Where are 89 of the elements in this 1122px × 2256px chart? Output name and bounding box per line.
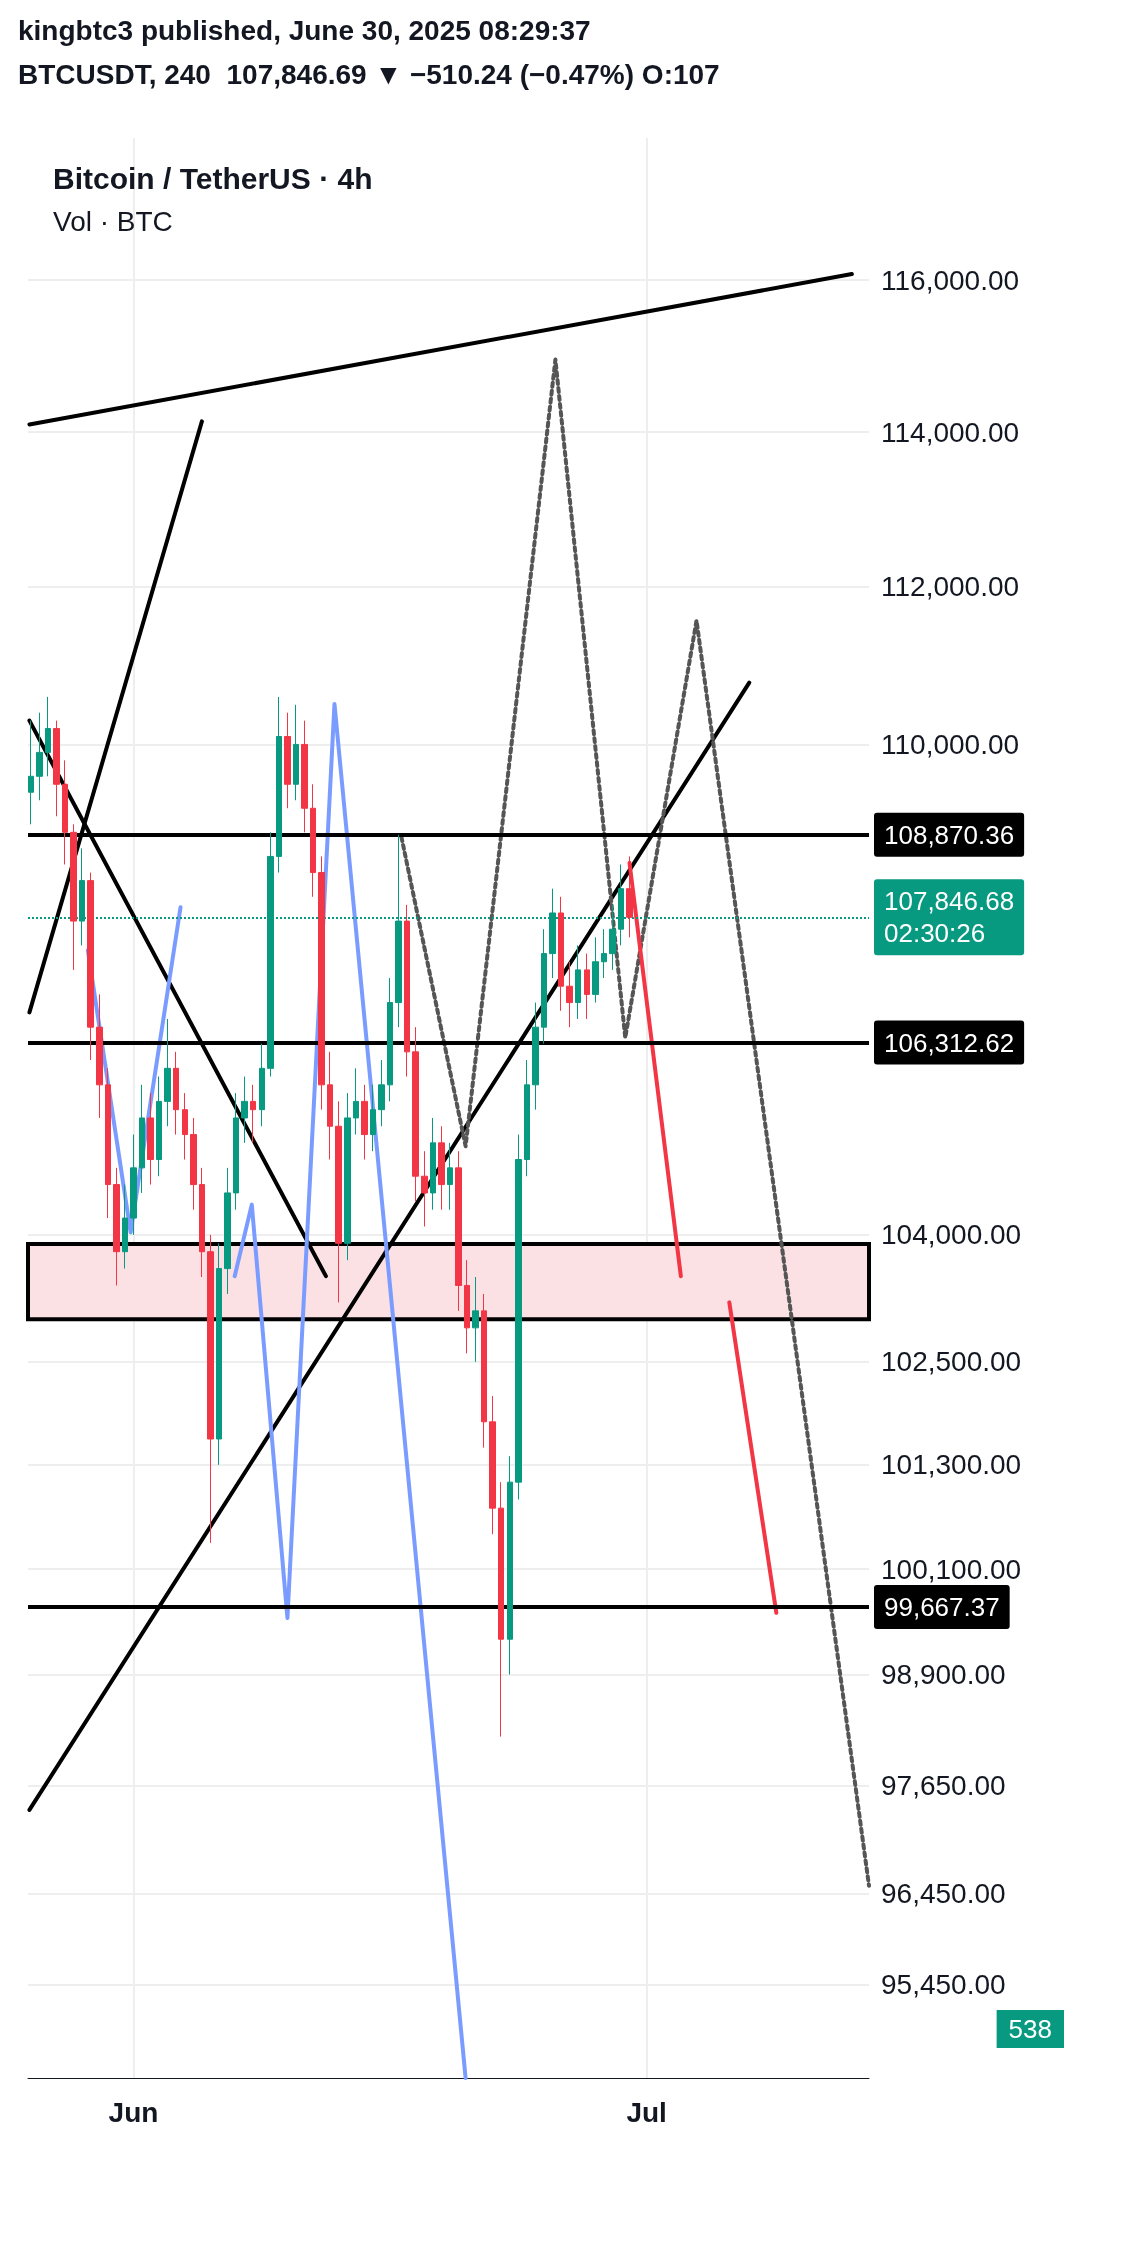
- candlestick: [190, 1117, 197, 1211]
- candlestick: [139, 1084, 145, 1194]
- candlestick: [36, 712, 43, 801]
- text: kingbtc3 published, June 30, 2025 08:29:37: [18, 14, 591, 46]
- candlestick: [507, 1455, 513, 1676]
- candlestick: [438, 1125, 445, 1211]
- candlestick: [489, 1395, 496, 1535]
- candlestick: [532, 1002, 539, 1111]
- candlestick: [241, 1076, 248, 1144]
- y-tick-label: 110,000.00: [881, 728, 1020, 760]
- candlestick: [293, 704, 299, 801]
- candlestick: [447, 1142, 453, 1211]
- x-tick-label: Jul: [626, 2096, 667, 2128]
- candlestick: [378, 1059, 385, 1127]
- y-tick-label: 102,500.00: [881, 1346, 1022, 1378]
- candlestick: [430, 1117, 436, 1211]
- candlestick: [524, 1059, 530, 1177]
- candlestick: [284, 712, 291, 809]
- candlestick: [45, 696, 51, 777]
- candlestick: [164, 1018, 171, 1127]
- ref-line-label: 99,667.37: [884, 1591, 1000, 1622]
- candlestick: [216, 1242, 222, 1466]
- y-tick-label: 114,000.00: [881, 416, 1020, 448]
- candlestick: [147, 1092, 154, 1186]
- candlestick: [592, 936, 599, 1004]
- candlestick: [472, 1276, 479, 1363]
- ref-line-label: 108,870.36: [884, 819, 1015, 850]
- ref-line-label: 107,846.68 02:30:26: [884, 886, 1015, 949]
- candlestick: [233, 1092, 239, 1211]
- candlestick: [584, 953, 590, 1020]
- candlestick: [156, 1076, 162, 1177]
- candlestick: [353, 1067, 359, 1136]
- line-series: [232, 701, 468, 2080]
- candlestick: [87, 872, 94, 1061]
- candlestick: [182, 1092, 188, 1161]
- y-tick-label: 95,450.00: [881, 1969, 1006, 2001]
- candlestick: [276, 696, 282, 874]
- text: Bitcoin / TetherUS · 4h: [53, 161, 373, 195]
- candlestick: [318, 855, 325, 1111]
- candlestick: [344, 1092, 351, 1261]
- y-tick-label: 98,900.00: [881, 1659, 1006, 1691]
- candlestick: [464, 1259, 470, 1354]
- y-tick-label: 100,100.00: [881, 1553, 1022, 1585]
- candlestick: [498, 1481, 504, 1738]
- y-tick-label: 116,000.00: [881, 264, 1020, 296]
- text: BTCUSDT, 240 107,846.69 ▼ −510.24 (−0.47%) O:107: [18, 58, 720, 90]
- candlestick: [327, 1051, 333, 1161]
- y-tick-label: 101,300.00: [881, 1449, 1022, 1481]
- candlestick: [62, 759, 68, 865]
- ref-line-label: 106,312.62: [884, 1027, 1015, 1058]
- text: Vol · BTC: [53, 205, 173, 237]
- candlestick: [566, 961, 573, 1028]
- candlestick: [412, 1026, 419, 1202]
- candlestick: [361, 1084, 368, 1161]
- y-tick-label: 104,000.00: [881, 1219, 1022, 1251]
- candlestick: [173, 1051, 179, 1136]
- candlestick: [259, 1043, 265, 1127]
- candlestick: [70, 823, 77, 971]
- candlestick: [387, 977, 393, 1102]
- candlestick: [335, 1100, 342, 1303]
- candlestick: [250, 1084, 256, 1144]
- candlestick: [28, 720, 34, 825]
- candlestick: [541, 928, 547, 1045]
- candlestick: [207, 1234, 214, 1544]
- candlestick: [199, 1167, 205, 1278]
- candlestick: [421, 1150, 428, 1227]
- candlestick: [455, 1150, 462, 1312]
- candlestick: [224, 1167, 231, 1295]
- candlestick: [301, 720, 308, 833]
- candlestick: [130, 1134, 137, 1236]
- line-series: [399, 357, 871, 1888]
- y-tick-label: 96,450.00: [881, 1878, 1006, 1910]
- candlestick: [105, 1067, 111, 1219]
- candlestick: [370, 1084, 376, 1152]
- candlestick: [53, 720, 60, 817]
- candlestick: [601, 928, 607, 979]
- candlestick: [404, 904, 410, 1078]
- y-tick-label: 97,650.00: [881, 1770, 1006, 1802]
- candlestick: [113, 1167, 120, 1286]
- candlestick: [96, 993, 103, 1119]
- candlestick: [558, 896, 564, 1012]
- text: 538: [1008, 2014, 1053, 2044]
- candlestick: [122, 1184, 128, 1270]
- y-tick-label: 112,000.00: [881, 571, 1020, 603]
- candlestick: [515, 1134, 522, 1500]
- candlestick: [481, 1293, 487, 1449]
- candlestick: [310, 783, 316, 898]
- candlestick: [575, 944, 581, 1020]
- x-tick-label: Jun: [108, 2096, 159, 2128]
